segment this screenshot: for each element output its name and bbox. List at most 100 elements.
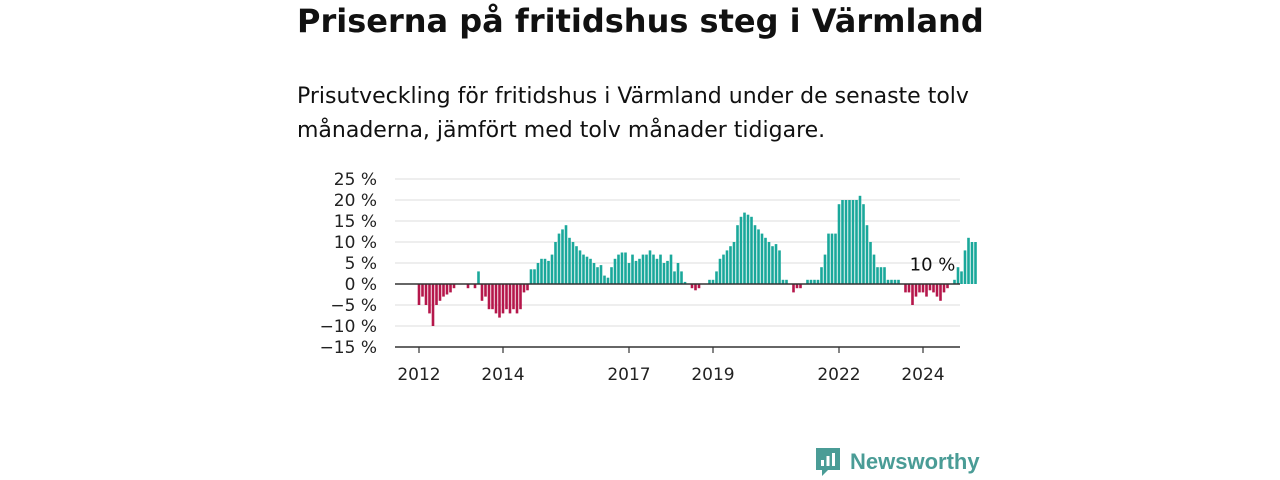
chart-subtitle: Prisutveckling för fritidshus i Värmland… bbox=[297, 84, 969, 143]
bar-chart: −15 %−10 %−5 %0 %5 %10 %15 %20 %25 %2012… bbox=[320, 170, 977, 385]
newsworthy-logo-icon bbox=[816, 448, 840, 476]
bar bbox=[844, 200, 848, 284]
bar bbox=[550, 254, 554, 284]
bar bbox=[858, 195, 862, 284]
bar bbox=[806, 279, 809, 284]
bar bbox=[851, 200, 855, 284]
bar bbox=[862, 204, 865, 284]
bar bbox=[715, 271, 718, 284]
bar bbox=[680, 271, 683, 284]
chart-title: Priserna på fritidshus steg i Värmland bbox=[297, 2, 984, 40]
bar bbox=[792, 284, 795, 293]
bar bbox=[690, 284, 694, 289]
bar bbox=[785, 279, 788, 284]
bar bbox=[603, 275, 606, 284]
bar bbox=[953, 279, 956, 284]
bar bbox=[617, 254, 620, 284]
bar bbox=[505, 284, 508, 310]
tick-labels: −15 %−10 %−5 %0 %5 %10 %15 %20 %25 %2012… bbox=[320, 170, 956, 385]
bar bbox=[624, 252, 627, 284]
y-tick-label: −10 % bbox=[320, 317, 377, 337]
bar bbox=[904, 284, 907, 293]
bar bbox=[564, 225, 568, 284]
bar bbox=[641, 254, 645, 284]
bar bbox=[799, 284, 802, 289]
bar bbox=[890, 279, 893, 284]
bar bbox=[585, 256, 589, 284]
bar bbox=[967, 237, 970, 284]
bar bbox=[767, 242, 771, 284]
bar bbox=[428, 284, 431, 314]
bar bbox=[886, 279, 890, 284]
bar bbox=[512, 284, 515, 310]
bar bbox=[659, 254, 662, 284]
bar bbox=[732, 242, 736, 284]
y-tick-label: 5 % bbox=[345, 254, 377, 274]
bar bbox=[718, 258, 722, 284]
x-tick-label: 2012 bbox=[397, 365, 440, 385]
bar bbox=[865, 225, 869, 284]
bar bbox=[673, 271, 676, 284]
bar bbox=[655, 258, 659, 284]
bar bbox=[907, 284, 911, 293]
bar bbox=[708, 279, 711, 284]
bar bbox=[578, 250, 582, 284]
bar bbox=[424, 284, 428, 305]
bar bbox=[932, 284, 935, 293]
brand-name: Newsworthy bbox=[850, 449, 980, 474]
bar bbox=[536, 263, 540, 284]
bar bbox=[830, 233, 834, 284]
bar bbox=[963, 250, 967, 284]
bar bbox=[683, 281, 687, 284]
bar bbox=[813, 279, 816, 284]
bar bbox=[508, 284, 512, 314]
bar bbox=[466, 284, 470, 289]
bar bbox=[921, 284, 925, 293]
bar bbox=[669, 254, 673, 284]
bar bbox=[960, 271, 963, 284]
bar bbox=[417, 284, 421, 305]
bar bbox=[869, 242, 872, 284]
bar bbox=[575, 246, 578, 284]
x-tick-label: 2017 bbox=[607, 365, 650, 385]
y-tick-label: −15 % bbox=[320, 338, 377, 358]
bar bbox=[431, 284, 435, 326]
bar bbox=[620, 252, 624, 284]
bar bbox=[823, 254, 827, 284]
bar bbox=[494, 284, 498, 314]
bar bbox=[526, 284, 529, 291]
bar bbox=[438, 284, 442, 301]
bar bbox=[662, 263, 666, 284]
bar bbox=[557, 233, 561, 284]
bar bbox=[820, 267, 823, 284]
bar bbox=[445, 284, 449, 295]
bar bbox=[645, 254, 648, 284]
bar bbox=[739, 216, 743, 284]
bar bbox=[592, 263, 596, 284]
bar bbox=[897, 279, 900, 284]
bar bbox=[872, 254, 876, 284]
bar bbox=[974, 242, 977, 284]
bar bbox=[515, 284, 519, 314]
bar bbox=[554, 242, 557, 284]
y-tick-label: 0 % bbox=[345, 275, 377, 295]
bar bbox=[606, 277, 610, 284]
bar bbox=[725, 250, 729, 284]
bar bbox=[666, 260, 669, 284]
bar bbox=[442, 284, 445, 297]
bar bbox=[722, 254, 725, 284]
newsworthy-logo: Newsworthy bbox=[814, 446, 980, 478]
bar bbox=[452, 284, 456, 289]
bar bbox=[522, 284, 526, 293]
bar bbox=[421, 284, 424, 297]
bar bbox=[876, 267, 879, 284]
bar bbox=[855, 200, 858, 284]
bar bbox=[970, 242, 974, 284]
y-tick-label: 20 % bbox=[334, 191, 377, 211]
bar bbox=[648, 250, 652, 284]
bar bbox=[757, 229, 760, 284]
bar bbox=[778, 250, 781, 284]
bar bbox=[771, 246, 774, 284]
axes bbox=[395, 283, 960, 353]
bar bbox=[827, 233, 830, 284]
